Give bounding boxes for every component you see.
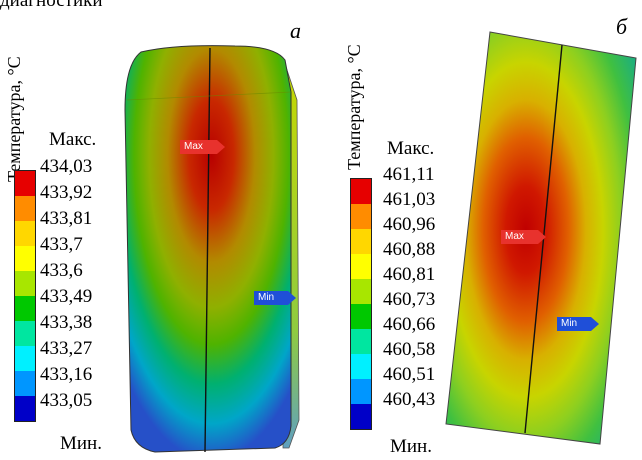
min-marker-a: Min xyxy=(254,291,297,305)
scale-value-a: 433,92 xyxy=(40,182,93,203)
scale-value-b: 460,43 xyxy=(383,389,436,410)
scale-value-a: 433,05 xyxy=(40,390,93,411)
min-label-a: Мин. xyxy=(60,433,102,454)
top-caption-fragment: диагностики xyxy=(0,0,103,11)
scale-value-a: 433,16 xyxy=(40,364,93,385)
scale-value-b: 461,03 xyxy=(383,189,436,210)
scale-value-b: 460,51 xyxy=(383,364,436,385)
scale-value-a: 433,27 xyxy=(40,338,93,359)
scale-value-a: 433,38 xyxy=(40,312,93,333)
max-label-a: Макс. xyxy=(49,129,97,150)
min-label-b: Мин. xyxy=(390,436,432,457)
max-marker-a: Max xyxy=(180,140,225,154)
scale-value-b: 461,11 xyxy=(383,164,435,185)
color-scale-a xyxy=(14,170,36,422)
thermal-map-a xyxy=(124,45,300,453)
scale-value-b: 460,81 xyxy=(383,264,436,285)
scale-value-a: 433,49 xyxy=(40,286,93,307)
scale-value-b: 460,58 xyxy=(383,339,436,360)
max-marker-b: Max xyxy=(501,230,546,244)
scale-value-b: 460,96 xyxy=(383,214,436,235)
scale-value-a: 433,7 xyxy=(40,234,83,255)
panel-letter-a: а xyxy=(290,18,301,43)
temperature-axis-label-a: Температура, °С xyxy=(4,56,24,182)
scale-value-b: 460,66 xyxy=(383,314,436,335)
scale-value-a: 433,6 xyxy=(40,260,83,281)
scale-value-a: 433,81 xyxy=(40,208,93,229)
max-label-b: Макс. xyxy=(387,138,435,159)
scale-value-b: 460,73 xyxy=(383,289,436,310)
panel-letter-b: б xyxy=(616,14,628,39)
scale-value-a: 434,03 xyxy=(40,156,93,177)
min-marker-b: Min xyxy=(557,317,600,331)
temperature-axis-label-b: Температура, °С xyxy=(344,44,364,170)
scale-value-b: 460,88 xyxy=(383,239,436,260)
color-scale-b xyxy=(350,178,372,430)
